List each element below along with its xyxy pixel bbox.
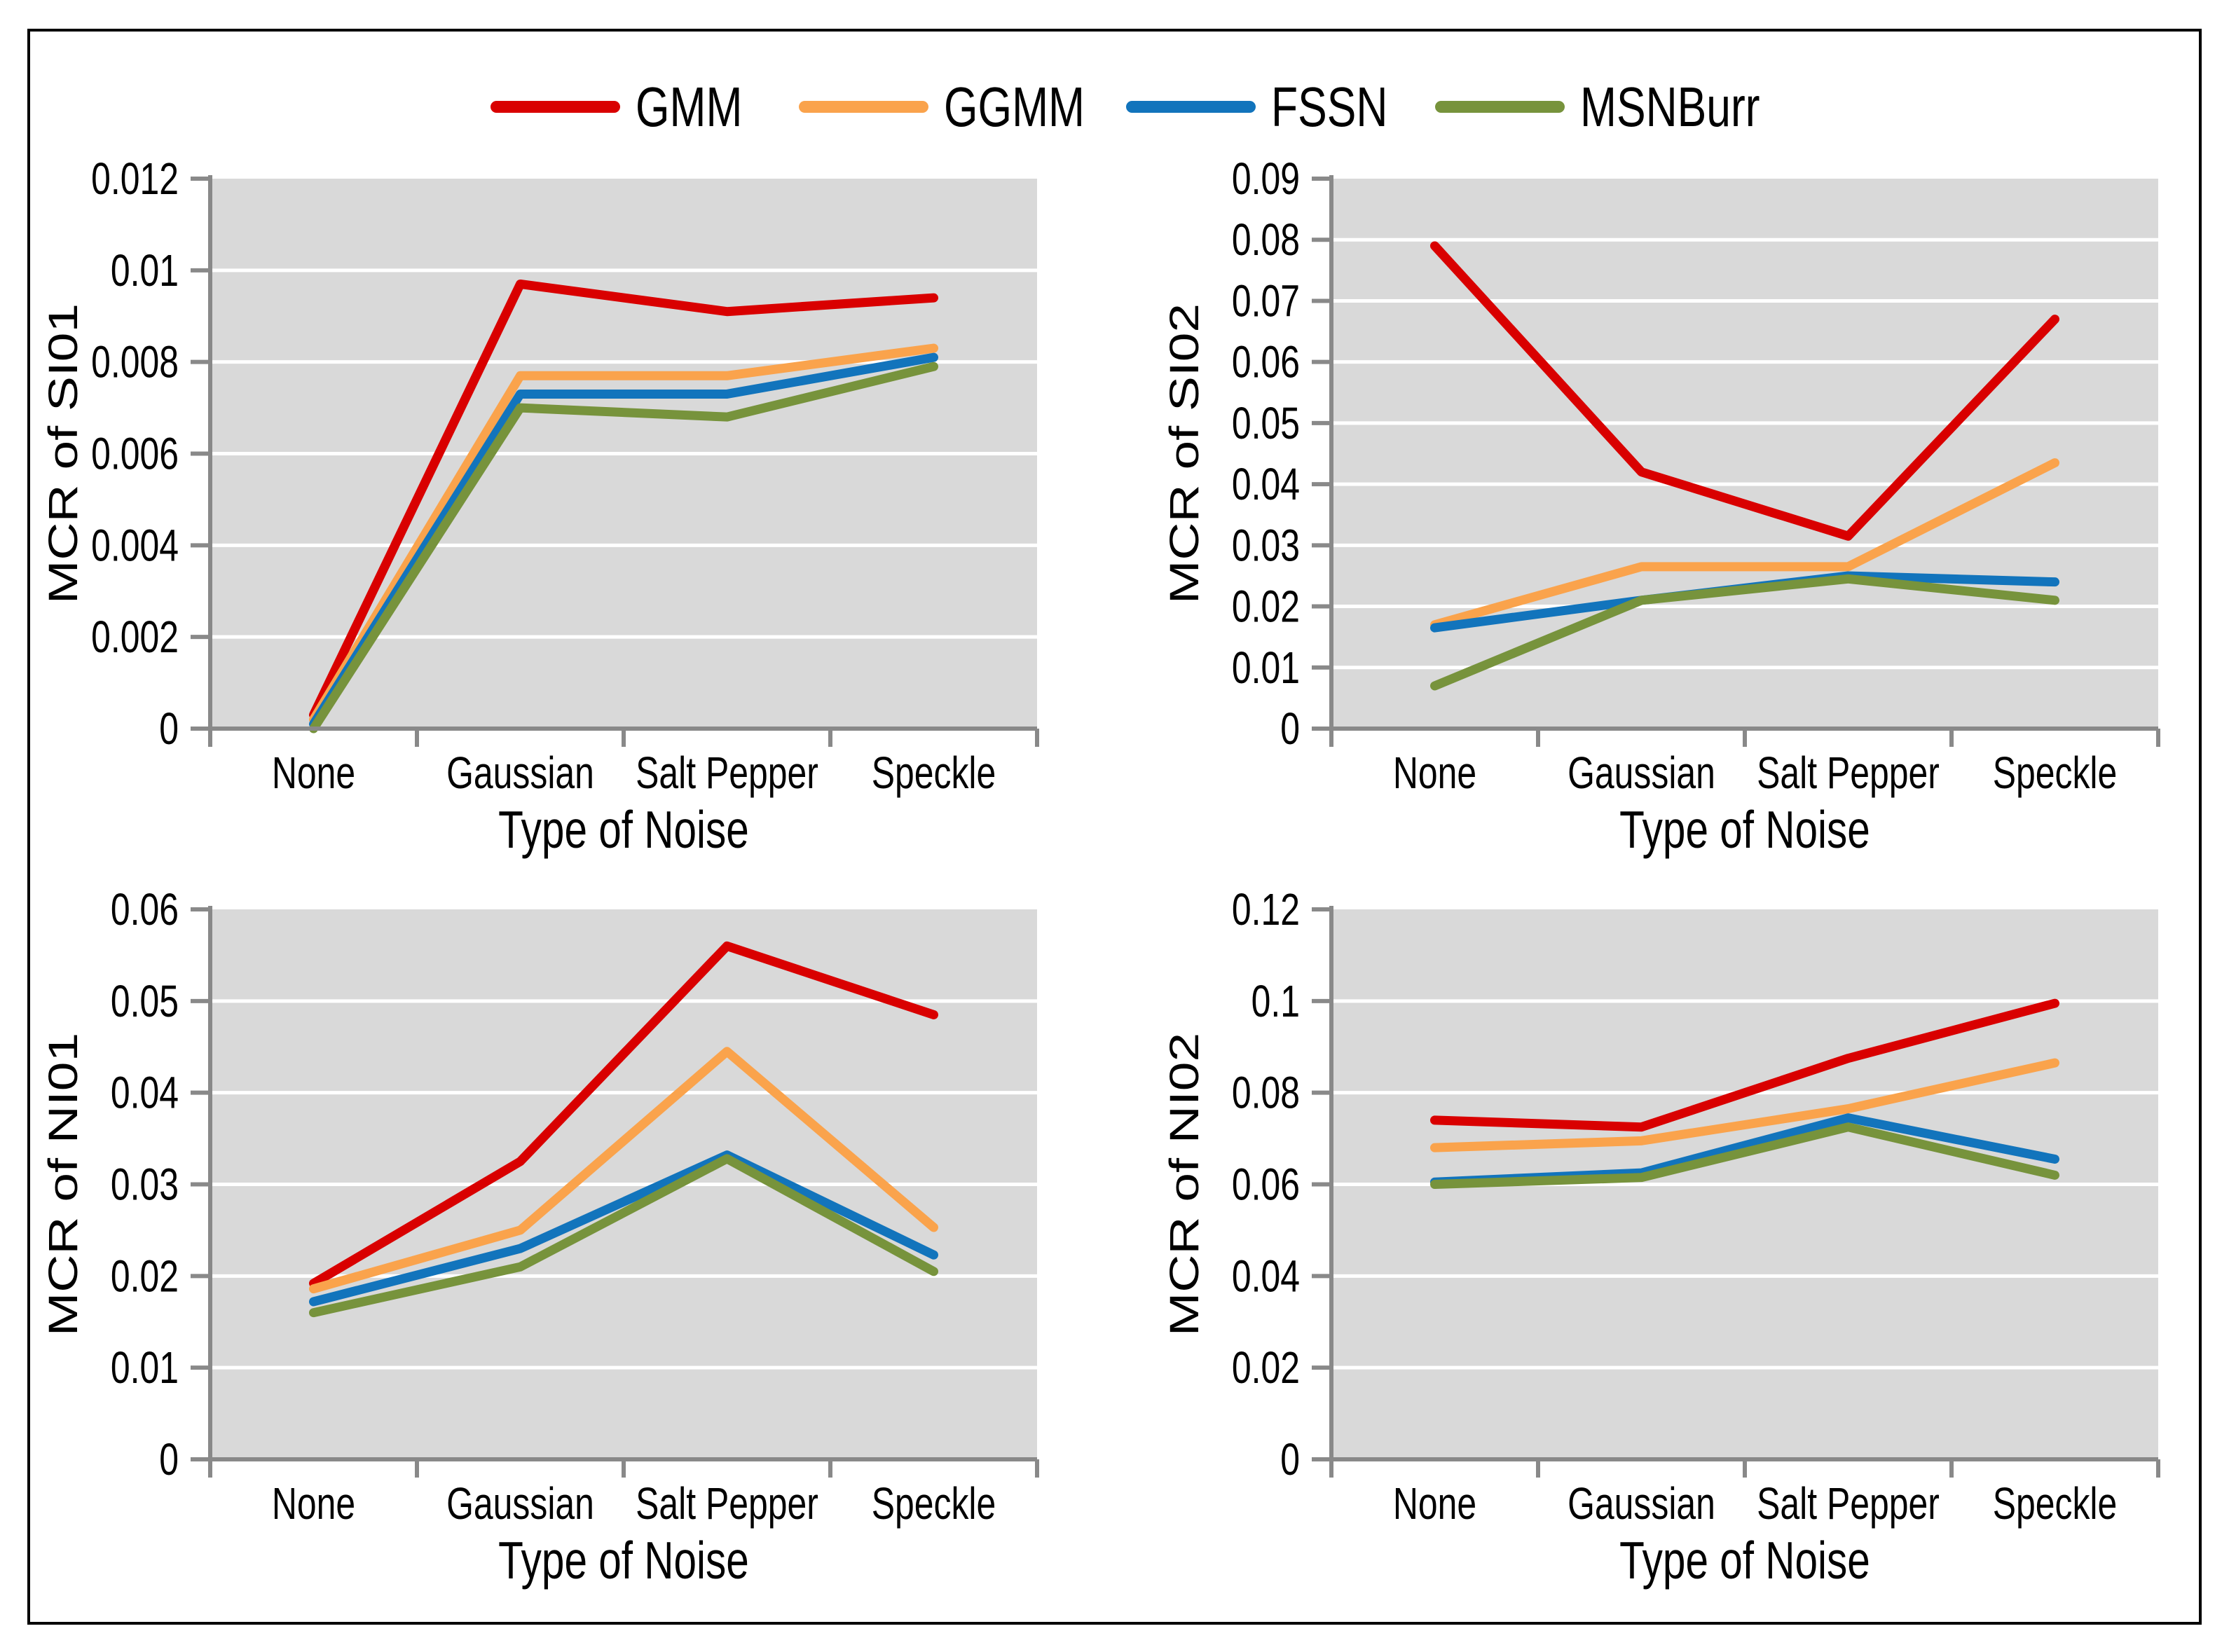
x-tick-label: Gaussian	[446, 1479, 594, 1529]
legend-label-gmm: GMM	[636, 75, 743, 138]
y-tick-label: 0.08	[1232, 215, 1300, 265]
x-tick-label: Speckle	[1993, 1479, 2118, 1529]
x-tick-label: Salt Pepper	[636, 748, 818, 798]
y-tick-label: 0.09	[1232, 154, 1300, 204]
y-axis-title: MCR of SI01	[41, 303, 86, 604]
series-line-msnburr	[1430, 574, 2059, 691]
legend-item-ggmm: GGMM	[799, 74, 1125, 140]
chart-mcr-ni02: 0 0.02 0.04 0.06 0.08 0.1 0.12 None Gaussian Salt…	[1162, 885, 2160, 1590]
chart-mcr-si01: 0 0.002 0.004 0.006 0.008 0.01 0.012 None Gaussi…	[41, 154, 1039, 860]
y-axis-title: MCR of NI02	[1162, 1033, 1207, 1336]
x-tick-label: Salt Pepper	[1757, 1479, 1940, 1529]
gmm-line-swatch-icon	[491, 101, 620, 113]
series-line-fssn	[309, 1150, 938, 1307]
x-axis-title: Type of Noise	[498, 801, 749, 860]
y-tick-label: 0.04	[111, 1068, 179, 1118]
legend-label-fssn: FSSN	[1271, 75, 1388, 138]
y-tick-label: 0.008	[91, 338, 179, 387]
y-tick-label: 0.04	[1232, 1251, 1300, 1301]
x-tick-label: Speckle	[1993, 748, 2118, 798]
x-tick-label: Salt Pepper	[1757, 748, 1940, 798]
y-tick-label: 0.006	[91, 429, 179, 479]
x-tick-label: None	[1393, 1479, 1476, 1529]
y-tick-label: 0.05	[1232, 399, 1300, 448]
series-line-gmm	[309, 279, 938, 720]
x-axis-title: Type of Noise	[498, 1531, 749, 1590]
legend-item-fssn: FSSN	[1126, 74, 1420, 140]
plot-area	[1331, 179, 2158, 729]
ggmm-line-swatch-icon	[799, 101, 928, 113]
series-line-msnburr	[1430, 1122, 2059, 1189]
x-tick-label: None	[1393, 748, 1476, 798]
x-axis-title: Type of Noise	[1619, 801, 1870, 860]
y-axis-title: MCR of SI02	[1162, 303, 1207, 604]
y-tick-label: 0.002	[91, 612, 179, 662]
x-tick-label: Gaussian	[446, 748, 594, 798]
legend-label-msnburr: MSNBurr	[1580, 75, 1760, 138]
chart-mcr-si02: 0 0.01 0.02 0.03 0.04 0.05 0.06 0.07 0.08 0.09 Non…	[1162, 154, 2160, 860]
y-tick-label: 0.01	[1232, 643, 1300, 693]
y-tick-label: 0.02	[1232, 1343, 1300, 1393]
series-line-msnburr	[309, 1154, 938, 1318]
y-tick-label: 0.004	[91, 521, 179, 570]
y-tick-label: 0	[1280, 704, 1300, 754]
x-tick-label: None	[272, 748, 355, 798]
figure-border	[27, 29, 2202, 1625]
y-tick-label: 0.02	[1232, 582, 1300, 632]
y-tick-label: 0.07	[1232, 277, 1300, 326]
y-tick-label: 0.01	[111, 246, 179, 296]
x-tick-label: Speckle	[872, 1479, 996, 1529]
legend-label-ggmm: GGMM	[944, 75, 1085, 138]
x-tick-label: Salt Pepper	[636, 1479, 818, 1529]
x-axis-title: Type of Noise	[1619, 1531, 1870, 1590]
msnburr-line-swatch-icon	[1435, 101, 1565, 113]
y-tick-label: 0.04	[1232, 460, 1300, 509]
y-tick-label: 0.03	[1232, 521, 1300, 570]
x-tick-label: Gaussian	[1568, 748, 1715, 798]
series-line-ggmm	[1430, 458, 2059, 630]
y-tick-label: 0.08	[1232, 1068, 1300, 1118]
chart-mcr-ni01: 0 0.01 0.02 0.03 0.04 0.05 0.06 None Gaussian Sal…	[41, 885, 1039, 1590]
y-axis-title: MCR of NI01	[41, 1033, 86, 1336]
fssn-line-swatch-icon	[1126, 101, 1256, 113]
series-line-gmm	[309, 941, 938, 1288]
series-line-ggmm	[309, 1047, 938, 1294]
series-line-ggmm	[309, 343, 938, 724]
y-tick-label: 0.06	[1232, 1160, 1300, 1210]
y-tick-label: 0.05	[111, 977, 179, 1026]
series-line-msnburr	[309, 362, 938, 734]
y-tick-label: 0.01	[111, 1343, 179, 1393]
y-tick-label: 0	[1280, 1435, 1300, 1485]
y-tick-label: 0	[159, 1435, 179, 1485]
series-line-fssn	[309, 352, 938, 729]
y-tick-label: 0.012	[91, 154, 179, 204]
series-line-gmm	[1430, 241, 2059, 541]
legend-item-msnburr: MSNBurr	[1435, 74, 1811, 140]
series-line-gmm	[1430, 998, 2059, 1132]
y-tick-label: 0.06	[111, 885, 179, 935]
legend-item-gmm: GMM	[491, 74, 773, 140]
y-tick-label: 0.03	[111, 1160, 179, 1210]
y-tick-label: 0	[159, 704, 179, 754]
x-tick-label: Speckle	[872, 748, 996, 798]
y-tick-label: 0.06	[1232, 338, 1300, 387]
y-tick-label: 0.1	[1251, 977, 1300, 1026]
series-line-ggmm	[1430, 1058, 2059, 1152]
y-tick-label: 0.02	[111, 1251, 179, 1301]
y-tick-label: 0.12	[1232, 885, 1300, 935]
x-tick-label: Gaussian	[1568, 1479, 1715, 1529]
x-tick-label: None	[272, 1479, 355, 1529]
